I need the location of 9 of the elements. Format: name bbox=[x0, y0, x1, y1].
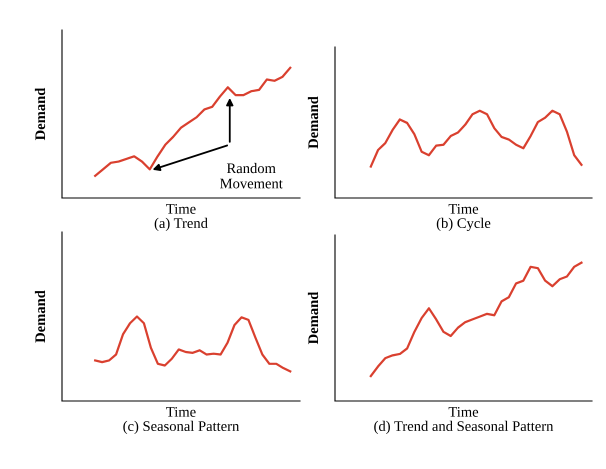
y-axis-title: Demand bbox=[34, 290, 46, 343]
y-axis-title: Demand bbox=[308, 96, 318, 149]
x-axis-title: Time (b) Cycle bbox=[436, 204, 490, 232]
x-axis-title: Time (d) Trend and Seasonal Pattern bbox=[374, 407, 554, 434]
y-axis-title: Demand bbox=[308, 292, 318, 344]
y-axis-title: Demand bbox=[34, 88, 46, 140]
x-axis-title: Time (a) Trend bbox=[154, 204, 208, 232]
annotation: Random Movement bbox=[220, 162, 283, 188]
x-axis-title: Time (c) Seasonal Pattern bbox=[123, 407, 240, 434]
